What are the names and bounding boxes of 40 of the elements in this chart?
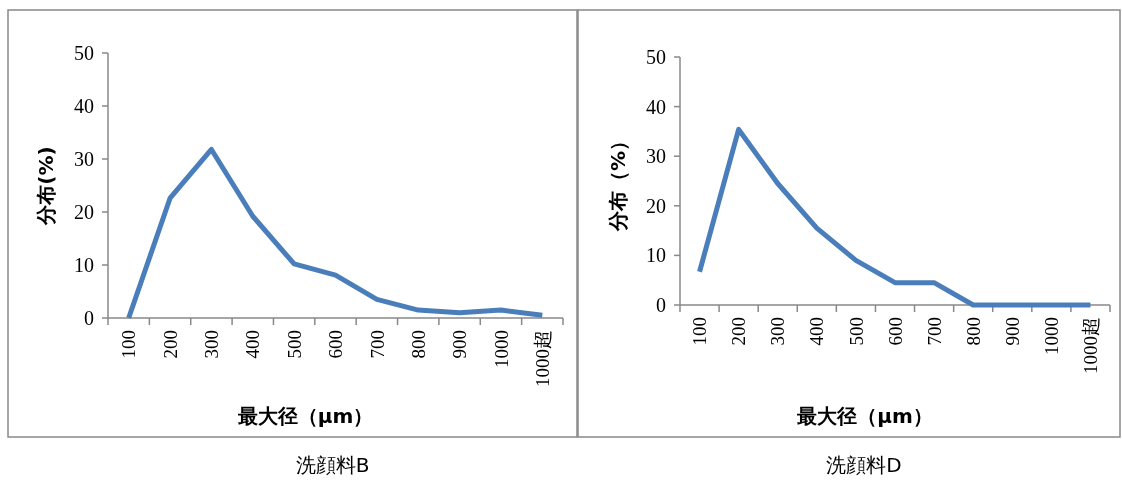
x-tick-label: 300: [201, 330, 223, 359]
x-tick-label: 800: [962, 317, 984, 346]
x-tick-label: 700: [366, 330, 388, 359]
x-tick-label: 500: [283, 330, 305, 359]
y-tick-label: 20: [74, 201, 94, 223]
x-tick-label: 800: [407, 330, 429, 359]
y-axis-title: 分布（%）: [606, 130, 630, 233]
x-tick-label: 1000超: [1080, 317, 1102, 374]
y-tick-label: 10: [74, 254, 94, 276]
y-tick-label: 30: [74, 148, 94, 170]
x-tick-label: 200: [728, 317, 750, 346]
text: 洗顔料D: [826, 453, 902, 477]
x-axis-title: 最大径（μm）: [796, 404, 933, 428]
x-tick-label: 400: [806, 317, 828, 346]
x-tick-label: 500: [845, 317, 867, 346]
x-axis-title: 最大径（μm）: [236, 404, 374, 428]
x-tick-label: 600: [884, 317, 906, 346]
y-axis-title: 分布(%): [34, 146, 58, 226]
x-tick-label: 600: [325, 330, 347, 359]
x-tick-label: 400: [242, 330, 264, 359]
x-tick-label: 700: [923, 317, 945, 346]
x-tick-label: 300: [767, 317, 789, 346]
x-tick-label: 100: [689, 317, 711, 346]
y-tick-label: 50: [646, 46, 666, 68]
x-tick-label: 200: [159, 330, 181, 359]
y-tick-label: 10: [646, 244, 666, 267]
y-tick-label: 40: [74, 95, 94, 117]
y-tick-label: 0: [84, 307, 94, 329]
y-tick-label: 40: [646, 95, 666, 118]
x-tick-label: 900: [449, 330, 471, 359]
text: 洗顔料B: [295, 453, 370, 477]
x-tick-label: 1000超: [531, 330, 553, 387]
y-tick-label: 50: [74, 42, 94, 64]
y-tick-label: 20: [646, 194, 666, 217]
x-tick-label: 1000: [1041, 317, 1063, 355]
x-tick-label: 100: [118, 330, 140, 359]
x-tick-label: 900: [1001, 317, 1023, 346]
x-tick-label: 1000: [490, 330, 512, 368]
y-tick-label: 0: [656, 294, 666, 316]
y-tick-label: 30: [646, 145, 666, 168]
